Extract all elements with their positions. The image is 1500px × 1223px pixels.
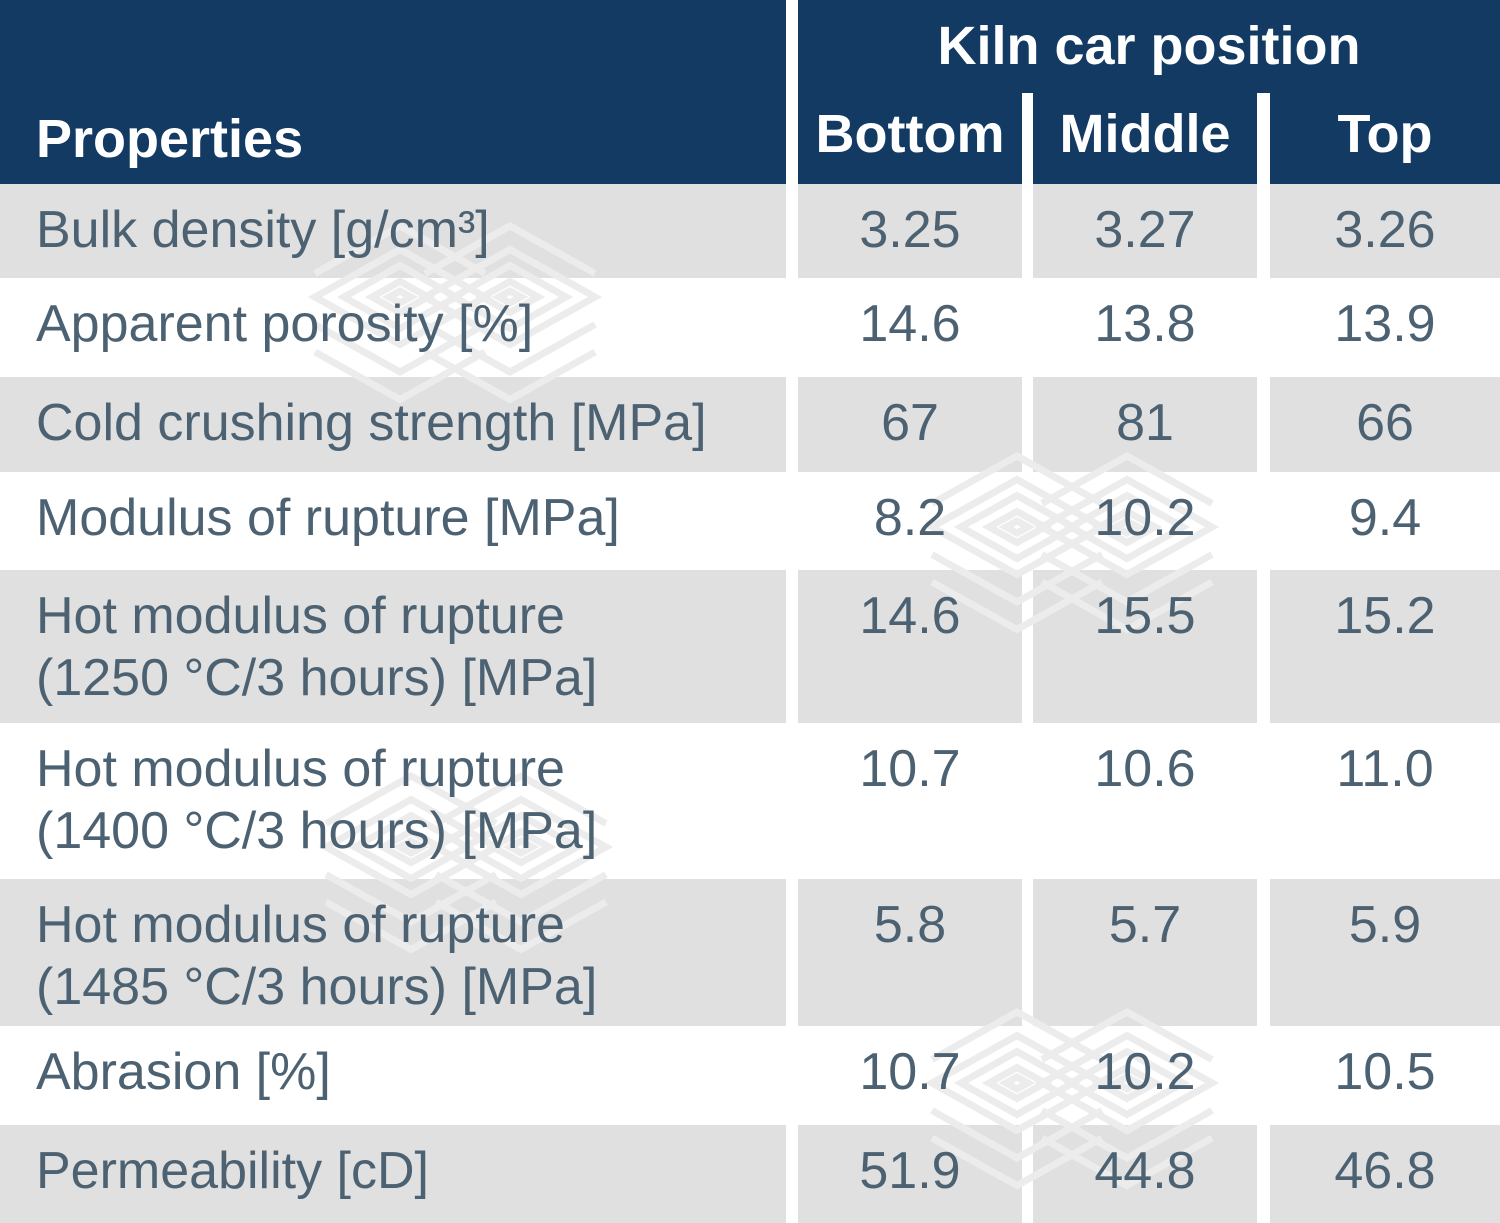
value-cell-bottom: 10.7 (798, 1026, 1022, 1125)
column-header-top-label: Top (1337, 103, 1433, 164)
group-header-kiln-car-position: Kiln car position (798, 0, 1500, 93)
property-cell: Abrasion [%] (0, 1026, 786, 1125)
value-cell-bottom: 51.9 (798, 1125, 1022, 1223)
value-bottom: 3.25 (859, 201, 961, 259)
column-header-bottom: Bottom (798, 93, 1022, 184)
value-cell-middle: 44.8 (1033, 1125, 1257, 1223)
property-label: Hot modulus of rupture (36, 740, 565, 798)
property-cell: Hot modulus of rupture (1400 °C/3 hours)… (0, 723, 786, 879)
value-bottom: 10.7 (859, 740, 961, 798)
property-label-line2: (1400 °C/3 hours) [MPa] (36, 802, 598, 860)
value-cell-bottom: 3.25 (798, 184, 1022, 278)
property-cell: Apparent porosity [%] (0, 278, 786, 377)
properties-header-label: Properties (36, 109, 304, 169)
value-bottom: 10.7 (859, 1043, 961, 1101)
property-cell: Permeability [cD] (0, 1125, 786, 1223)
property-label: Hot modulus of rupture (36, 896, 565, 954)
property-label-line2: (1250 °C/3 hours) [MPa] (36, 649, 598, 707)
value-top: 66 (1356, 394, 1414, 452)
value-bottom: 14.6 (859, 295, 961, 353)
value-cell-top: 15.2 (1270, 570, 1500, 723)
value-cell-bottom: 8.2 (798, 472, 1022, 570)
value-top: 15.2 (1334, 587, 1436, 645)
property-cell: Hot modulus of rupture (1250 °C/3 hours)… (0, 570, 786, 723)
value-top: 13.9 (1334, 295, 1436, 353)
value-cell-top: 5.9 (1270, 879, 1500, 1026)
value-middle: 10.2 (1094, 489, 1196, 547)
column-header-middle-label: Middle (1059, 103, 1231, 164)
value-top: 10.5 (1334, 1043, 1436, 1101)
value-cell-top: 10.5 (1270, 1026, 1500, 1125)
value-cell-bottom: 14.6 (798, 570, 1022, 723)
value-cell-middle: 13.8 (1033, 278, 1257, 377)
property-cell: Modulus of rupture [MPa] (0, 472, 786, 570)
value-cell-bottom: 14.6 (798, 278, 1022, 377)
value-bottom: 51.9 (859, 1142, 961, 1200)
property-cell: Cold crushing strength [MPa] (0, 377, 786, 472)
value-bottom: 8.2 (873, 489, 947, 547)
value-cell-bottom: 10.7 (798, 723, 1022, 879)
property-label: Bulk density [g/cm³] (36, 201, 490, 259)
value-cell-top: 13.9 (1270, 278, 1500, 377)
value-cell-middle: 3.27 (1033, 184, 1257, 278)
value-middle: 44.8 (1094, 1142, 1196, 1200)
value-cell-top: 11.0 (1270, 723, 1500, 879)
column-header-bottom-label: Bottom (815, 103, 1005, 164)
column-header-top: Top (1270, 93, 1500, 184)
value-cell-top: 9.4 (1270, 472, 1500, 570)
value-cell-bottom: 5.8 (798, 879, 1022, 1026)
property-label: Hot modulus of rupture (36, 587, 565, 645)
value-cell-bottom: 67 (798, 377, 1022, 472)
property-label: Permeability [cD] (36, 1142, 429, 1200)
value-middle: 10.2 (1094, 1043, 1196, 1101)
group-header-label: Kiln car position (937, 15, 1361, 76)
value-cell-middle: 10.6 (1033, 723, 1257, 879)
value-cell-middle: 15.5 (1033, 570, 1257, 723)
value-top: 11.0 (1336, 740, 1434, 798)
property-label: Apparent porosity [%] (36, 295, 534, 353)
value-cell-middle: 10.2 (1033, 1026, 1257, 1125)
property-label: Abrasion [%] (36, 1043, 331, 1101)
value-bottom: 14.6 (859, 587, 961, 645)
value-middle: 15.5 (1094, 587, 1196, 645)
value-top: 5.9 (1348, 896, 1422, 954)
value-middle: 13.8 (1094, 295, 1196, 353)
property-label: Cold crushing strength [MPa] (36, 394, 707, 452)
value-cell-top: 66 (1270, 377, 1500, 472)
value-top: 3.26 (1334, 201, 1436, 259)
value-middle: 3.27 (1094, 201, 1196, 259)
property-label-line2: (1485 °C/3 hours) [MPa] (36, 958, 598, 1016)
value-cell-middle: 5.7 (1033, 879, 1257, 1026)
value-top: 46.8 (1334, 1142, 1436, 1200)
value-cell-middle: 81 (1033, 377, 1257, 472)
properties-column-header: Properties (0, 0, 786, 184)
value-cell-top: 46.8 (1270, 1125, 1500, 1223)
property-label: Modulus of rupture [MPa] (36, 489, 620, 547)
value-middle: 10.6 (1094, 740, 1196, 798)
value-middle: 5.7 (1108, 896, 1182, 954)
value-cell-middle: 10.2 (1033, 472, 1257, 570)
value-top: 9.4 (1348, 489, 1422, 547)
value-middle: 81 (1116, 394, 1174, 452)
column-header-middle: Middle (1033, 93, 1257, 184)
value-bottom: 5.8 (873, 896, 947, 954)
property-cell: Bulk density [g/cm³] (0, 184, 786, 278)
property-cell: Hot modulus of rupture (1485 °C/3 hours)… (0, 879, 786, 1026)
value-cell-top: 3.26 (1270, 184, 1500, 278)
value-bottom: 67 (881, 394, 939, 452)
